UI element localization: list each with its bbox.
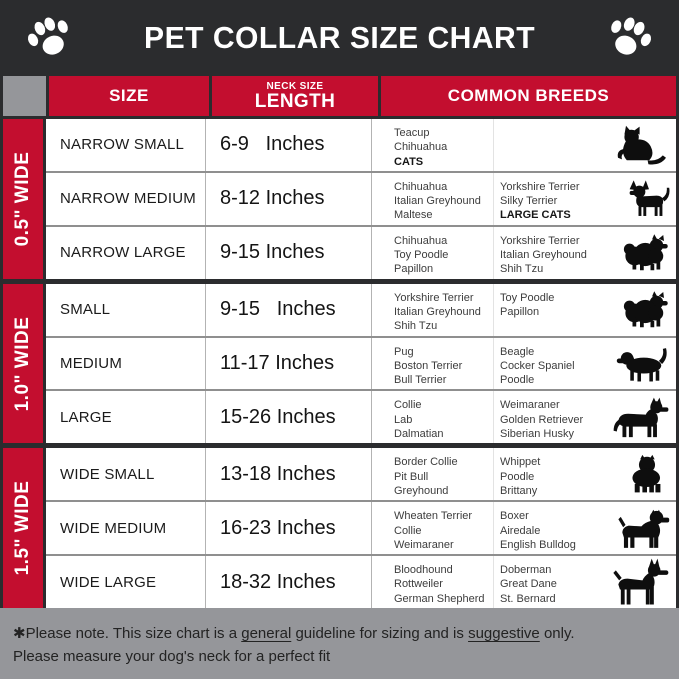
table-row: MEDIUM 11-17 Inches Pug Boston Terrier B… [46, 335, 676, 390]
breeds-list-b: Yorkshire Terrier Silky Terrier LARGE CA… [500, 180, 580, 222]
length-cell: 6-9 Inches [206, 119, 372, 171]
breeds-list-a: Bloodhound Rottweiler German Shepherd [372, 556, 494, 609]
group-label: 0.5" WIDE [12, 151, 33, 247]
breeds-list-a: Chihuahua Toy Poodle Papillon [372, 226, 494, 279]
table-row: SMALL 9-15 Inches Yorkshire Terrier Ital… [46, 283, 676, 336]
length-cell: 8-12 Inches [206, 172, 372, 225]
length-cell: 13-18 Inches [206, 448, 372, 501]
neck-size-label: NECK SIZE [266, 80, 324, 92]
footer-note-line-2: Please measure your dog's neck for a per… [13, 647, 331, 665]
bulldog-icon [608, 448, 676, 500]
length-cell: 9-15 Inches [206, 226, 372, 279]
group-label: 1.5" WIDE [12, 480, 33, 576]
column-header-row: SIZE NECK SIZE LENGTH COMMON BREEDS [0, 76, 679, 116]
table-row: NARROW LARGE 9-15 Inches Chihuahua Toy P… [46, 224, 676, 279]
pomeranian-icon [608, 284, 676, 336]
doberman-icon [608, 556, 676, 608]
size-cell: NARROW SMALL [46, 119, 206, 171]
cat-icon [608, 119, 676, 171]
size-cell: WIDE SMALL [46, 448, 206, 501]
group-one-inch: 1.0" WIDE SMALL 9-15 Inches Yorkshire Te… [3, 283, 676, 444]
footer-note: ✱Please note. This size chart is a gener… [0, 608, 679, 679]
table-row: NARROW MEDIUM 8-12 Inches Chihuahua Ital… [46, 170, 676, 225]
table-row: WIDE LARGE 18-32 Inches Bloodhound Rottw… [46, 554, 676, 609]
table-row: WIDE MEDIUM 16-23 Inches Wheaten Terrier… [46, 500, 676, 555]
underlined-word: suggestive [468, 625, 540, 643]
beagle-icon [608, 338, 676, 390]
length-cell: 18-32 Inches [206, 556, 372, 609]
table-row: NARROW SMALL 6-9 Inches Teacup Chihuahua… [46, 119, 676, 171]
size-cell: WIDE LARGE [46, 556, 206, 609]
breeds-list-b: Boxer Airedale English Bulldog [500, 510, 576, 551]
group-label: 1.0" WIDE [12, 316, 33, 411]
breeds-list-b [494, 119, 608, 171]
size-cell: NARROW MEDIUM [46, 172, 206, 225]
breeds-list-a: Border Collie Pit Bull Greyhound [372, 448, 494, 501]
breeds-list-a: Pug Boston Terrier Bull Terrier [372, 337, 494, 390]
breeds-list-a: Wheaten Terrier Collie Weimaraner [372, 502, 494, 555]
length-cell: 15-26 Inches [206, 391, 372, 444]
pomeranian-icon [608, 227, 676, 279]
length-cell: 11-17 Inches [206, 337, 372, 390]
paw-print-icon [24, 12, 78, 64]
underlined-word: general [241, 625, 292, 643]
group-label-rail: 1.5" WIDE [3, 448, 43, 609]
paw-print-icon [601, 12, 655, 64]
size-cell: MEDIUM [46, 337, 206, 390]
table-row: LARGE 15-26 Inches Collie Lab Dalmatian … [46, 389, 676, 444]
size-cell: SMALL [46, 283, 206, 336]
title-band: PET COLLAR SIZE CHART [0, 0, 679, 76]
chihuahua-icon [608, 173, 676, 225]
size-cell: WIDE MEDIUM [46, 502, 206, 555]
breeds-list-b: Whippet Poodle Brittany [500, 456, 541, 497]
corner-cell [3, 76, 46, 116]
breeds-list-b: Toy Poodle Papillon [500, 291, 555, 318]
length-label: LENGTH [254, 90, 336, 112]
page-title: PET COLLAR SIZE CHART [143, 20, 536, 55]
column-header-size: SIZE [49, 76, 209, 116]
breeds-list-b: Yorkshire Terrier Italian Greyhound Shih… [500, 234, 587, 276]
breeds-list-b: Weimaraner Golden Retriever Siberian Hus… [500, 399, 584, 441]
large-dog-icon [608, 391, 676, 443]
column-header-breeds: COMMON BREEDS [381, 76, 676, 116]
pitbull-icon [608, 502, 676, 554]
breeds-list-b: Beagle Cocker Spaniel Poodle [500, 345, 575, 387]
table-row: WIDE SMALL 13-18 Inches Border Collie Pi… [46, 448, 676, 501]
size-cell: LARGE [46, 391, 206, 444]
breeds-list-a: Yorkshire Terrier Italian Greyhound Shih… [372, 283, 494, 336]
column-header-length: NECK SIZE LENGTH [212, 76, 378, 116]
breeds-list-a: Collie Lab Dalmatian [372, 391, 494, 444]
length-cell: 9-15 Inches [206, 283, 372, 336]
length-cell: 16-23 Inches [206, 502, 372, 555]
footer-note-line-1: ✱Please note. This size chart is a gener… [13, 625, 575, 643]
breeds-list-a: Teacup Chihuahua CATS [372, 119, 494, 171]
group-label-rail: 0.5" WIDE [3, 119, 43, 279]
group-label-rail: 1.0" WIDE [3, 283, 43, 444]
group-half-inch: 0.5" WIDE NARROW SMALL 6-9 Inches Teacup… [3, 119, 676, 279]
group-one-and-half-inch: 1.5" WIDE WIDE SMALL 13-18 Inches Border… [3, 448, 676, 609]
breeds-list-a: Chihuahua Italian Greyhound Maltese [372, 172, 494, 225]
breeds-list-b: Doberman Great Dane St. Bernard [500, 564, 557, 605]
size-table: 0.5" WIDE NARROW SMALL 6-9 Inches Teacup… [0, 119, 679, 609]
size-cell: NARROW LARGE [46, 226, 206, 279]
